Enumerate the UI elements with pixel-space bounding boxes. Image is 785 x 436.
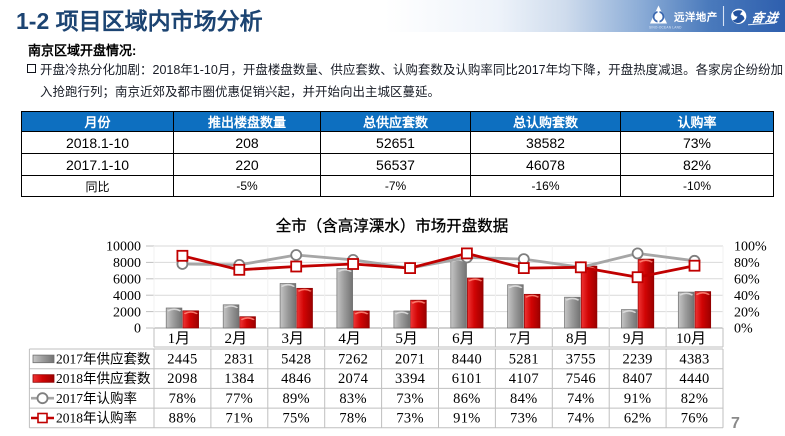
svg-text:7月: 7月 — [509, 331, 532, 347]
svg-text:91%: 91% — [624, 391, 651, 407]
svg-text:6月: 6月 — [452, 331, 475, 347]
svg-text:2831: 2831 — [224, 352, 254, 368]
svg-text:60%: 60% — [734, 273, 760, 288]
svg-text:80%: 80% — [734, 256, 760, 271]
svg-text:73%: 73% — [396, 411, 423, 427]
svg-text:20%: 20% — [734, 305, 760, 320]
svg-text:4月: 4月 — [338, 331, 361, 347]
svg-text:1月: 1月 — [168, 331, 191, 347]
svg-text:2018年供应套数: 2018年供应套数 — [56, 370, 151, 386]
svg-text:6000: 6000 — [113, 273, 141, 288]
svg-text:71%: 71% — [226, 411, 253, 427]
svg-text:10000: 10000 — [106, 240, 141, 255]
svg-text:78%: 78% — [339, 411, 366, 427]
svg-text:2445: 2445 — [167, 352, 197, 368]
svg-text:3月: 3月 — [282, 331, 305, 347]
svg-text:73%: 73% — [396, 391, 423, 407]
svg-text:5281: 5281 — [509, 352, 539, 368]
svg-text:74%: 74% — [567, 391, 594, 407]
svg-text:2239: 2239 — [622, 352, 652, 368]
svg-text:7546: 7546 — [566, 371, 596, 387]
svg-text:10月: 10月 — [676, 331, 706, 347]
svg-text:2071: 2071 — [395, 352, 425, 368]
svg-text:2000: 2000 — [113, 305, 141, 320]
svg-text:100%: 100% — [734, 240, 767, 255]
svg-text:91%: 91% — [453, 411, 480, 427]
svg-text:4440: 4440 — [679, 371, 709, 387]
svg-text:83%: 83% — [339, 391, 366, 407]
svg-text:2017年认购率: 2017年认购率 — [56, 390, 137, 406]
svg-text:3755: 3755 — [566, 352, 596, 368]
svg-text:0%: 0% — [734, 322, 753, 337]
svg-text:77%: 77% — [226, 391, 253, 407]
svg-text:82%: 82% — [681, 391, 708, 407]
svg-text:SINO-OCEAN LAND: SINO-OCEAN LAND — [649, 26, 682, 30]
svg-text:8440: 8440 — [452, 352, 482, 368]
svg-text:78%: 78% — [169, 391, 196, 407]
svg-text:75%: 75% — [282, 411, 309, 427]
svg-text:2017年供应套数: 2017年供应套数 — [56, 351, 151, 367]
svg-text:3394: 3394 — [395, 371, 426, 387]
svg-text:远洋地产: 远洋地产 — [674, 10, 718, 23]
svg-text:5月: 5月 — [395, 331, 418, 347]
svg-text:74%: 74% — [567, 411, 594, 427]
svg-text:奋进: 奋进 — [751, 11, 781, 25]
svg-text:8000: 8000 — [113, 256, 141, 271]
svg-text:9月: 9月 — [623, 331, 646, 347]
svg-text:8月: 8月 — [566, 331, 589, 347]
svg-text:1384: 1384 — [224, 371, 255, 387]
svg-text:4383: 4383 — [679, 352, 709, 368]
svg-text:73%: 73% — [510, 411, 537, 427]
svg-text:6101: 6101 — [452, 371, 482, 387]
svg-text:4846: 4846 — [281, 371, 311, 387]
svg-text:4000: 4000 — [113, 289, 141, 304]
svg-text:2018年认购率: 2018年认购率 — [56, 410, 137, 426]
svg-text:62%: 62% — [624, 411, 651, 427]
svg-text:0: 0 — [134, 322, 141, 337]
svg-text:84%: 84% — [510, 391, 537, 407]
svg-text:89%: 89% — [282, 391, 309, 407]
svg-text:7262: 7262 — [338, 352, 368, 368]
svg-text:40%: 40% — [734, 289, 760, 304]
svg-text:2074: 2074 — [338, 371, 369, 387]
svg-text:5428: 5428 — [281, 352, 311, 368]
svg-text:76%: 76% — [681, 411, 708, 427]
svg-text:4107: 4107 — [509, 371, 539, 387]
svg-text:86%: 86% — [453, 391, 480, 407]
svg-text:2098: 2098 — [167, 371, 197, 387]
svg-text:2月: 2月 — [225, 331, 248, 347]
svg-text:8407: 8407 — [622, 371, 652, 387]
svg-text:全市（含高淳溧水）市场开盘数据: 全市（含高淳溧水）市场开盘数据 — [276, 216, 509, 235]
svg-text:7: 7 — [731, 415, 740, 432]
svg-text:88%: 88% — [169, 411, 196, 427]
